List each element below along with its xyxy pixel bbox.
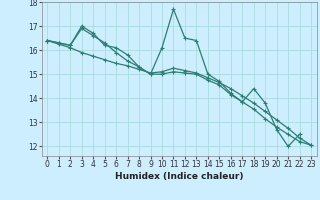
X-axis label: Humidex (Indice chaleur): Humidex (Indice chaleur) <box>115 172 244 181</box>
